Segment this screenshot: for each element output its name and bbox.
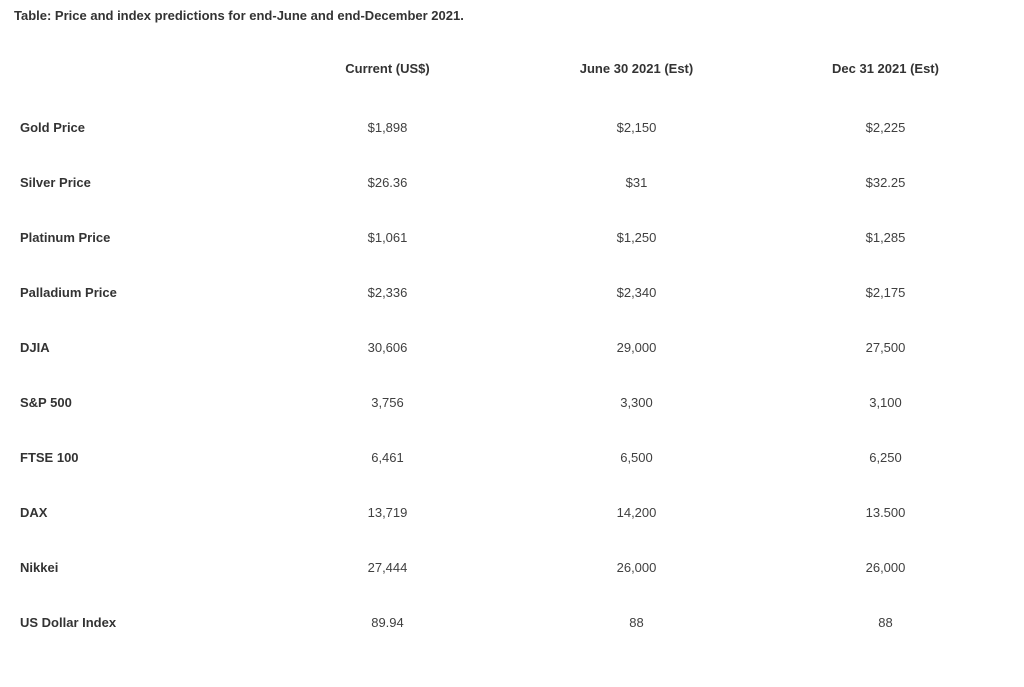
table-row: DAX 13,719 14,200 13.500 [14, 485, 1010, 540]
row-value: 29,000 [512, 320, 761, 375]
row-label: US Dollar Index [14, 595, 263, 650]
table-header-dec: Dec 31 2021 (Est) [761, 51, 1010, 100]
row-label: S&P 500 [14, 375, 263, 430]
row-value: 30,606 [263, 320, 512, 375]
row-value: $2,336 [263, 265, 512, 320]
table-header-current: Current (US$) [263, 51, 512, 100]
row-value: 3,756 [263, 375, 512, 430]
table-row: Palladium Price $2,336 $2,340 $2,175 [14, 265, 1010, 320]
row-value: $1,898 [263, 100, 512, 155]
row-label: Platinum Price [14, 210, 263, 265]
table-row: DJIA 30,606 29,000 27,500 [14, 320, 1010, 375]
row-value: $1,061 [263, 210, 512, 265]
row-label: Palladium Price [14, 265, 263, 320]
table-header-row: Current (US$) June 30 2021 (Est) Dec 31 … [14, 51, 1010, 100]
row-value: 13.500 [761, 485, 1010, 540]
row-value: 14,200 [512, 485, 761, 540]
row-value: $2,225 [761, 100, 1010, 155]
row-value: $1,285 [761, 210, 1010, 265]
row-label: Nikkei [14, 540, 263, 595]
row-value: 3,300 [512, 375, 761, 430]
row-value: 6,250 [761, 430, 1010, 485]
table-row: S&P 500 3,756 3,300 3,100 [14, 375, 1010, 430]
table-header-blank [14, 51, 263, 100]
row-label: Gold Price [14, 100, 263, 155]
row-label: DJIA [14, 320, 263, 375]
row-value: 6,500 [512, 430, 761, 485]
row-value: 26,000 [761, 540, 1010, 595]
row-label: FTSE 100 [14, 430, 263, 485]
row-value: $2,175 [761, 265, 1010, 320]
table-row: Gold Price $1,898 $2,150 $2,225 [14, 100, 1010, 155]
row-value: 27,500 [761, 320, 1010, 375]
table-title: Table: Price and index predictions for e… [14, 8, 1010, 23]
row-value: $26.36 [263, 155, 512, 210]
row-label: DAX [14, 485, 263, 540]
predictions-table: Current (US$) June 30 2021 (Est) Dec 31 … [14, 51, 1010, 650]
table-header-june: June 30 2021 (Est) [512, 51, 761, 100]
table-row: Nikkei 27,444 26,000 26,000 [14, 540, 1010, 595]
row-value: 27,444 [263, 540, 512, 595]
row-value: 6,461 [263, 430, 512, 485]
row-value: 3,100 [761, 375, 1010, 430]
row-value: $31 [512, 155, 761, 210]
row-value: $2,340 [512, 265, 761, 320]
row-value: 26,000 [512, 540, 761, 595]
row-value: $1,250 [512, 210, 761, 265]
row-value: 88 [512, 595, 761, 650]
row-value: $32.25 [761, 155, 1010, 210]
row-value: 89.94 [263, 595, 512, 650]
row-value: $2,150 [512, 100, 761, 155]
table-row: Silver Price $26.36 $31 $32.25 [14, 155, 1010, 210]
table-row: US Dollar Index 89.94 88 88 [14, 595, 1010, 650]
row-value: 88 [761, 595, 1010, 650]
table-row: FTSE 100 6,461 6,500 6,250 [14, 430, 1010, 485]
row-label: Silver Price [14, 155, 263, 210]
row-value: 13,719 [263, 485, 512, 540]
table-row: Platinum Price $1,061 $1,250 $1,285 [14, 210, 1010, 265]
